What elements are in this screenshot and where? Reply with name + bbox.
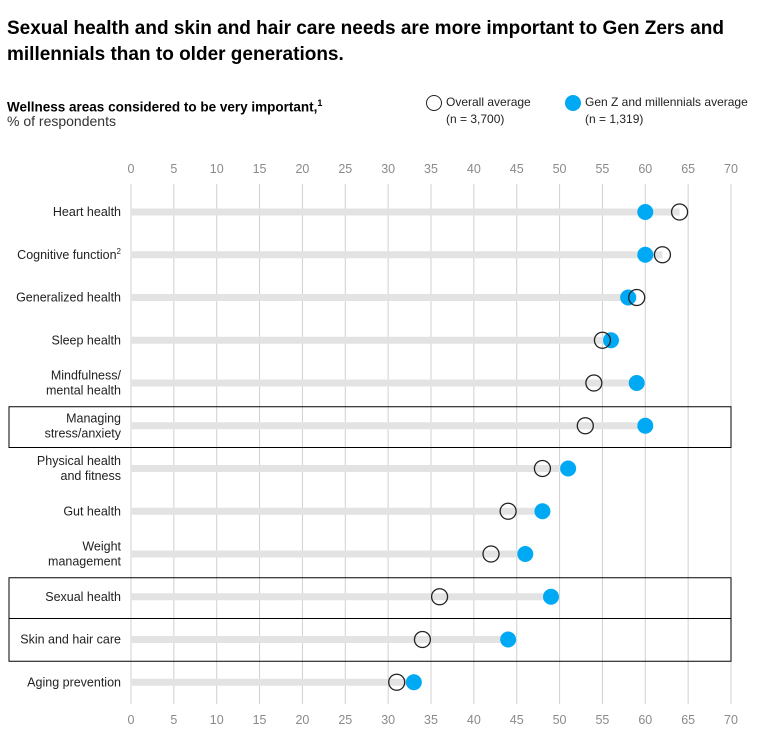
genz-dot	[500, 631, 517, 648]
category-label-line: Mindfulness/	[51, 369, 122, 383]
genz-dot	[637, 204, 654, 220]
category-label-line: Sexual health	[45, 590, 121, 604]
genz-dot	[534, 503, 551, 520]
overall-dot	[670, 203, 689, 221]
category-label: Gut health	[63, 504, 121, 518]
category-label: Skin and hair care	[20, 633, 121, 647]
x-tick-label-top: 5	[170, 162, 177, 176]
x-tick-label-top: 45	[510, 162, 524, 176]
genz-dot	[628, 375, 645, 391]
category-label-line: stress/anxiety	[45, 426, 122, 440]
category-label-line: management	[48, 555, 121, 569]
highlight-box	[8, 577, 732, 662]
overall-dot	[430, 588, 449, 606]
x-tick-label-top: 55	[595, 162, 609, 176]
x-tick-label-bottom: 50	[553, 713, 567, 727]
subtitle-text: Wellness areas considered to be very imp…	[7, 99, 318, 115]
genz-dot	[543, 588, 559, 605]
category-label-line: and fitness	[61, 469, 121, 483]
genz-dot	[405, 674, 422, 691]
category-label-line: Heart health	[53, 205, 121, 219]
overall-dot	[413, 630, 432, 649]
category-label: Cognitive function2	[17, 247, 121, 262]
overall-dot	[482, 545, 500, 563]
category-label: Heart health	[53, 205, 121, 219]
legend-overall-marker	[426, 95, 442, 111]
x-tick-label-top: 25	[338, 162, 352, 176]
x-tick-label-bottom: 0	[128, 713, 135, 727]
category-label-line: mental health	[46, 384, 121, 398]
category-label-line: Weight	[82, 540, 121, 554]
category-label: Physical health and fitness	[37, 454, 121, 483]
x-tick-label-bottom: 45	[510, 713, 524, 727]
category-label: Aging prevention	[27, 675, 121, 689]
x-tick-label-bottom: 55	[595, 713, 609, 727]
x-tick-label-top: 40	[467, 162, 481, 176]
x-tick-label-bottom: 10	[210, 713, 224, 727]
category-label: Sleep health	[51, 333, 121, 347]
category-label: Sexual health	[45, 590, 121, 604]
category-label-line: Physical health	[37, 454, 121, 468]
x-tick-label-bottom: 20	[295, 713, 309, 727]
x-tick-label-bottom: 70	[724, 713, 738, 727]
legend-overall-n: (n = 3,700)	[446, 112, 505, 126]
x-tick-label-bottom: 60	[638, 713, 652, 727]
x-tick-label-top: 0	[128, 162, 135, 176]
legend-overall-label: Overall average	[446, 95, 531, 109]
legend-overall-text: Overall average (n = 3,700)	[446, 94, 531, 128]
genz-dot	[517, 546, 534, 562]
x-tick-label-top: 35	[424, 162, 438, 176]
genz-dot	[637, 246, 654, 263]
category-label-line: Managing	[66, 411, 121, 425]
overall-dot	[628, 288, 646, 307]
genz-dot	[560, 460, 577, 477]
x-tick-label-top: 70	[724, 162, 738, 176]
overall-dot	[593, 331, 612, 349]
highlight-box	[8, 406, 732, 448]
unit-label: % of respondents	[7, 113, 116, 129]
category-label-line: Gut health	[63, 504, 121, 518]
x-tick-label-top: 60	[638, 162, 652, 176]
category-label-line: Skin and hair care	[20, 633, 121, 647]
category-label: Weight management	[48, 540, 121, 569]
overall-dot	[499, 502, 517, 520]
genz-dot	[637, 417, 654, 434]
overall-dot	[388, 673, 406, 691]
category-label-line: Generalized health	[16, 291, 121, 305]
category-label-line: Cognitive function2	[17, 247, 121, 262]
x-tick-label-top: 65	[681, 162, 695, 176]
x-tick-label-top: 30	[381, 162, 395, 176]
subtitle-footnote: 1	[317, 98, 323, 108]
x-tick-label-bottom: 30	[381, 713, 395, 727]
overall-dot	[576, 417, 594, 435]
x-tick-label-bottom: 40	[467, 713, 481, 727]
x-tick-label-bottom: 5	[170, 713, 177, 727]
x-tick-label-bottom: 15	[253, 713, 267, 727]
chart-title: Sexual health and skin and hair care nee…	[7, 18, 724, 65]
x-tick-label-top: 50	[553, 162, 567, 176]
legend-genz-n: (n = 1,319)	[585, 112, 644, 126]
overall-dot	[533, 459, 552, 478]
category-footnote: 2	[117, 247, 122, 256]
x-tick-label-top: 10	[210, 162, 224, 176]
chart-subtitle: Wellness areas considered to be very imp…	[7, 94, 322, 117]
legend-genz-label: Gen Z and millennials average	[585, 95, 748, 109]
x-tick-label-bottom: 35	[424, 713, 438, 727]
x-tick-label-bottom: 65	[681, 713, 695, 727]
category-label: Mindfulness/mental health	[46, 369, 122, 398]
category-label: Generalized health	[16, 291, 121, 305]
x-tick-label-top: 15	[253, 162, 267, 176]
legend-genz-marker	[565, 95, 581, 111]
x-tick-label-top: 20	[295, 162, 309, 176]
category-label-line: Aging prevention	[27, 675, 121, 689]
x-tick-label-bottom: 25	[338, 713, 352, 727]
category-label-line: Sleep health	[51, 333, 121, 347]
overall-dot	[585, 374, 603, 392]
overall-dot	[653, 246, 672, 264]
category-label: Managing stress/anxiety	[45, 411, 122, 440]
legend-genz-text: Gen Z and millennials average (n = 1,319…	[585, 94, 748, 128]
